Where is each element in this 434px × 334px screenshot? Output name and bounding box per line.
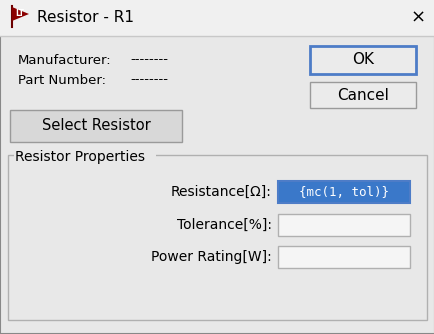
Text: Select Resistor: Select Resistor <box>42 119 150 134</box>
Text: Resistance[Ω]:: Resistance[Ω]: <box>171 185 271 199</box>
Bar <box>309 46 415 74</box>
Bar <box>309 82 415 108</box>
Bar <box>277 246 409 268</box>
Polygon shape <box>12 7 29 21</box>
Bar <box>277 214 409 236</box>
Text: Tolerance[%]:: Tolerance[%]: <box>177 218 271 232</box>
Text: Part Number:: Part Number: <box>18 73 106 87</box>
Text: --------: -------- <box>130 53 168 66</box>
Text: Power Rating[W]:: Power Rating[W]: <box>151 250 271 264</box>
Text: Manufacturer:: Manufacturer: <box>18 53 112 66</box>
Text: Resistor - R1: Resistor - R1 <box>37 10 134 25</box>
Text: Cancel: Cancel <box>336 88 388 103</box>
Text: LT: LT <box>15 9 24 18</box>
Text: ×: × <box>410 9 424 27</box>
Bar <box>0 0 434 36</box>
Bar <box>14 150 156 164</box>
Text: OK: OK <box>351 52 373 67</box>
Bar <box>8 155 426 320</box>
Text: --------: -------- <box>130 73 168 87</box>
Text: Resistor Properties: Resistor Properties <box>15 150 145 164</box>
Bar <box>10 110 181 142</box>
Bar <box>277 181 409 203</box>
Text: {mc(1, tol)}: {mc(1, tol)} <box>298 185 388 198</box>
